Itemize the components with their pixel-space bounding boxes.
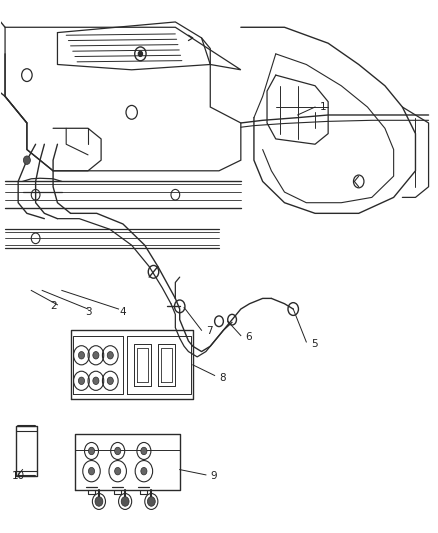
Circle shape [23, 156, 30, 165]
Text: 1: 1 [319, 102, 326, 112]
Circle shape [121, 497, 129, 506]
Circle shape [95, 497, 103, 506]
Circle shape [141, 447, 147, 455]
Circle shape [93, 377, 99, 384]
Circle shape [148, 497, 155, 506]
Circle shape [141, 467, 147, 475]
Text: 10: 10 [12, 472, 25, 481]
Circle shape [115, 447, 121, 455]
Text: 3: 3 [85, 306, 92, 317]
Circle shape [93, 352, 99, 359]
Circle shape [88, 467, 95, 475]
Text: 8: 8 [219, 373, 226, 383]
Circle shape [88, 447, 95, 455]
Circle shape [115, 467, 121, 475]
Text: 5: 5 [311, 338, 317, 349]
Text: 9: 9 [210, 472, 217, 481]
Text: 6: 6 [245, 332, 252, 342]
Circle shape [138, 51, 143, 56]
Circle shape [78, 352, 85, 359]
Text: 7: 7 [206, 326, 212, 336]
Text: 2: 2 [50, 301, 57, 311]
Text: 4: 4 [120, 306, 126, 317]
Circle shape [107, 377, 113, 384]
Polygon shape [5, 27, 241, 171]
Circle shape [78, 377, 85, 384]
Circle shape [107, 352, 113, 359]
